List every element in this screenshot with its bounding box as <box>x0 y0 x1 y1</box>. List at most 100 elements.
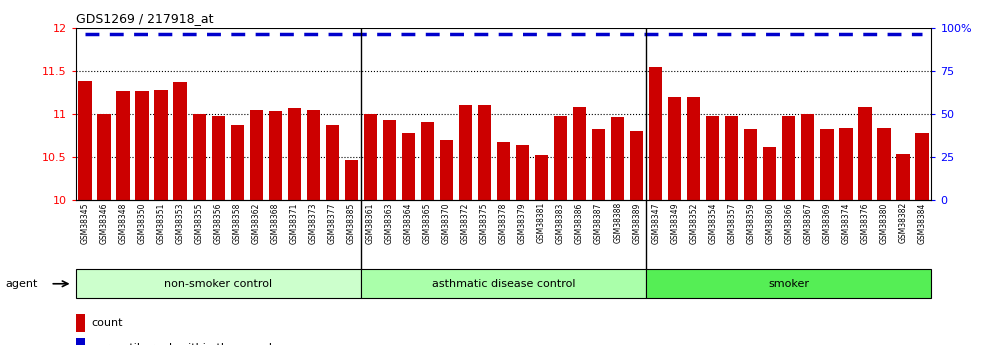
Text: GSM38380: GSM38380 <box>879 202 888 244</box>
Bar <box>839 128 853 200</box>
Bar <box>687 97 701 200</box>
Bar <box>535 155 548 200</box>
Bar <box>440 140 453 200</box>
Text: GSM38358: GSM38358 <box>233 202 242 244</box>
Text: GSM38378: GSM38378 <box>499 202 508 244</box>
Text: GSM38385: GSM38385 <box>346 202 355 244</box>
Text: GDS1269 / 217918_at: GDS1269 / 217918_at <box>76 12 213 25</box>
Bar <box>915 133 928 200</box>
Bar <box>459 105 472 200</box>
Bar <box>477 105 491 200</box>
Bar <box>896 154 909 200</box>
Text: asthmatic disease control: asthmatic disease control <box>432 279 575 289</box>
Text: GSM38373: GSM38373 <box>309 202 318 244</box>
Bar <box>421 122 434 200</box>
Text: GSM38347: GSM38347 <box>652 202 661 244</box>
Text: GSM38366: GSM38366 <box>784 202 794 244</box>
Bar <box>250 109 263 200</box>
Bar <box>231 125 244 200</box>
Text: GSM38353: GSM38353 <box>175 202 184 244</box>
Text: GSM38365: GSM38365 <box>423 202 432 244</box>
Text: GSM38368: GSM38368 <box>271 202 280 244</box>
Bar <box>554 117 567 200</box>
Text: GSM38352: GSM38352 <box>689 202 698 244</box>
Text: agent: agent <box>5 279 37 289</box>
Bar <box>516 145 529 200</box>
Bar <box>592 129 605 200</box>
Text: non-smoker control: non-smoker control <box>164 279 272 289</box>
Text: GSM38389: GSM38389 <box>632 202 641 244</box>
Text: percentile rank within the sample: percentile rank within the sample <box>92 343 279 345</box>
Bar <box>706 116 719 200</box>
Bar <box>344 159 357 200</box>
Bar <box>117 91 130 200</box>
Text: GSM38348: GSM38348 <box>119 202 128 244</box>
Bar <box>192 114 205 200</box>
Text: GSM38379: GSM38379 <box>518 202 527 244</box>
Bar <box>744 129 757 200</box>
Text: GSM38387: GSM38387 <box>594 202 603 244</box>
Text: GSM38382: GSM38382 <box>898 202 907 244</box>
Text: GSM38384: GSM38384 <box>917 202 926 244</box>
Text: GSM38369: GSM38369 <box>823 202 832 244</box>
Text: GSM38362: GSM38362 <box>252 202 261 244</box>
Bar <box>782 116 796 200</box>
Bar <box>611 117 624 200</box>
Bar <box>154 90 168 200</box>
Bar <box>383 120 396 200</box>
Text: GSM38350: GSM38350 <box>138 202 147 244</box>
Bar <box>763 147 776 200</box>
Text: GSM38345: GSM38345 <box>81 202 90 244</box>
Text: GSM38386: GSM38386 <box>575 202 584 244</box>
Bar <box>269 111 282 200</box>
Bar <box>76 269 361 298</box>
Text: GSM38346: GSM38346 <box>100 202 109 244</box>
Bar <box>306 109 320 200</box>
Text: GSM38371: GSM38371 <box>290 202 299 244</box>
Text: GSM38351: GSM38351 <box>157 202 165 244</box>
Bar <box>325 125 339 200</box>
Bar <box>820 129 834 200</box>
Bar <box>630 131 643 200</box>
Bar <box>649 67 663 200</box>
Bar <box>668 97 682 200</box>
Text: GSM38381: GSM38381 <box>537 202 546 244</box>
Text: GSM38372: GSM38372 <box>461 202 470 244</box>
Bar <box>76 314 86 332</box>
Text: GSM38363: GSM38363 <box>385 202 394 244</box>
Bar <box>496 142 511 200</box>
Text: GSM38376: GSM38376 <box>860 202 869 244</box>
Text: GSM38388: GSM38388 <box>613 202 622 244</box>
Text: GSM38377: GSM38377 <box>328 202 336 244</box>
Bar <box>402 133 415 200</box>
Bar <box>135 91 149 200</box>
Text: GSM38364: GSM38364 <box>404 202 413 244</box>
Bar <box>877 128 890 200</box>
Bar <box>173 82 186 200</box>
Text: GSM38359: GSM38359 <box>746 202 755 244</box>
Text: GSM38357: GSM38357 <box>727 202 736 244</box>
Text: GSM38356: GSM38356 <box>213 202 223 244</box>
Text: GSM38355: GSM38355 <box>194 202 203 244</box>
Bar <box>211 116 225 200</box>
Bar <box>646 269 931 298</box>
Text: GSM38361: GSM38361 <box>366 202 375 244</box>
Text: GSM38375: GSM38375 <box>480 202 489 244</box>
Text: GSM38354: GSM38354 <box>708 202 717 244</box>
Bar <box>573 107 586 200</box>
Text: smoker: smoker <box>768 279 810 289</box>
Bar <box>361 269 646 298</box>
Text: GSM38367: GSM38367 <box>804 202 813 244</box>
Text: GSM38349: GSM38349 <box>671 202 679 244</box>
Text: GSM38370: GSM38370 <box>442 202 451 244</box>
Bar <box>858 107 872 200</box>
Bar <box>79 81 92 200</box>
Text: count: count <box>92 318 123 328</box>
Bar <box>364 114 377 200</box>
Bar <box>725 116 738 200</box>
Bar <box>288 108 301 200</box>
Bar <box>802 114 815 200</box>
Text: GSM38374: GSM38374 <box>842 202 850 244</box>
Bar <box>76 338 86 345</box>
Text: GSM38360: GSM38360 <box>765 202 774 244</box>
